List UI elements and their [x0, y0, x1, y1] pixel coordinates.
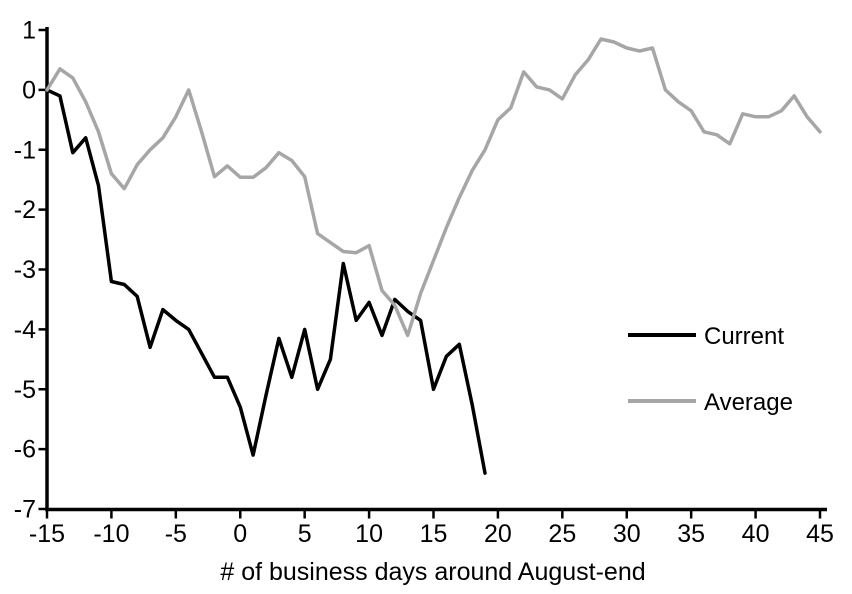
y-tick-label: -3	[14, 256, 36, 284]
x-tick-label: 30	[613, 520, 641, 548]
x-tick-label: 40	[742, 520, 770, 548]
axes	[38, 27, 827, 519]
y-tick-label: -1	[14, 136, 36, 164]
x-tick-label: -15	[29, 520, 65, 548]
y-tick-label: -2	[14, 196, 36, 224]
y-tick-label: -6	[14, 436, 36, 464]
legend-current-label: Current	[704, 323, 784, 350]
x-tick-label: 10	[355, 520, 383, 548]
x-axis-title: # of business days around August-end	[220, 558, 645, 586]
x-tick-label: 35	[677, 520, 705, 548]
x-tick-label: 45	[806, 520, 834, 548]
x-tick-label: 5	[298, 520, 312, 548]
y-tick-label: 0	[22, 76, 36, 104]
current-line	[45, 88, 487, 475]
y-tick-label: -4	[14, 316, 36, 344]
x-tick-label: -5	[165, 520, 187, 548]
x-tick-label: 25	[548, 520, 576, 548]
x-tick-label: 20	[484, 520, 512, 548]
y-tick-label: -5	[14, 376, 36, 404]
x-tick-label: -10	[93, 520, 129, 548]
legend-average-label: Average	[704, 389, 793, 416]
average-line	[45, 37, 822, 338]
tick-labels: 10-1-2-3-4-5-6-7-15 -10 -5 0 5 10 15 20 25 30 35 40…	[14, 17, 834, 549]
series-lines	[45, 37, 822, 475]
y-tick-label: -7	[14, 496, 36, 524]
y-tick-label: 1	[22, 17, 36, 45]
legend: Current Average	[628, 323, 793, 416]
x-tick-label: 0	[233, 520, 247, 548]
x-tick-label: 15	[420, 520, 448, 548]
